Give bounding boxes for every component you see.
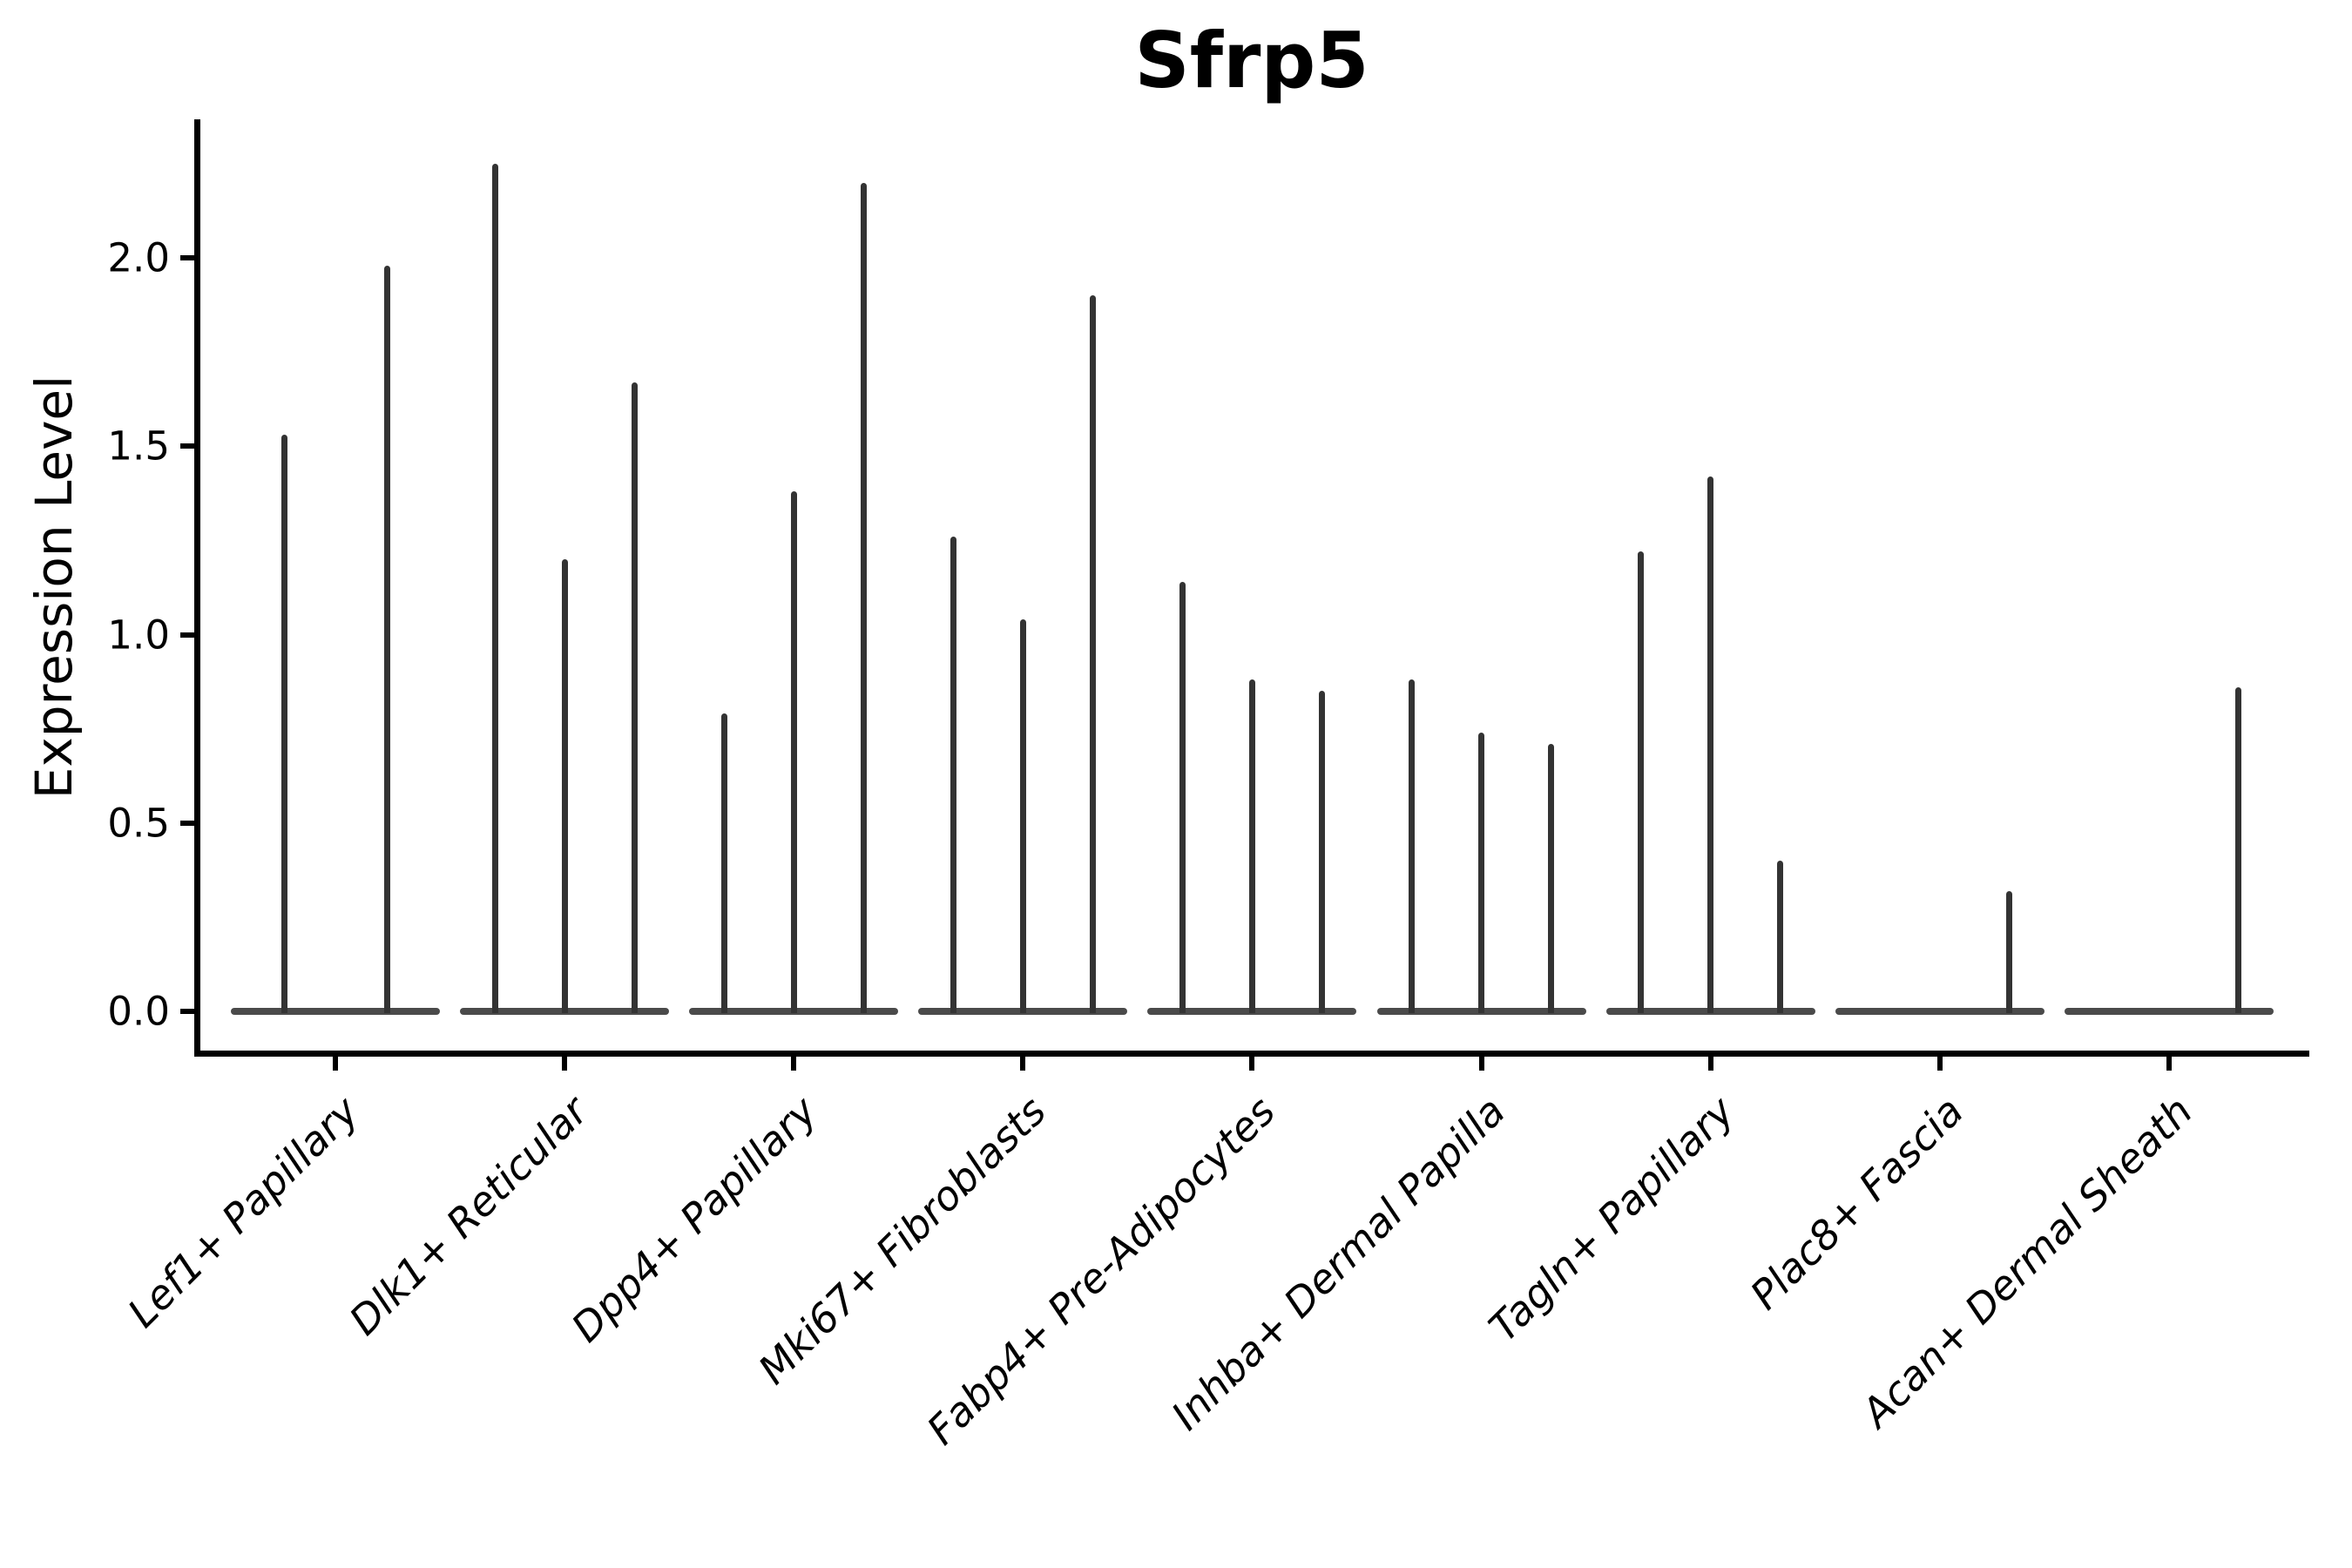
violin-baseline [1835,1008,2044,1015]
violin-spike [1089,295,1096,1013]
y-axis-label: Expression Level [24,375,84,800]
x-tick-mark [562,1057,568,1071]
x-tick-label: Dpp4+ Papillary [562,1087,827,1351]
chart-title: Sfrp5 [1134,16,1369,105]
violin-spike [1638,551,1645,1013]
violin-spike [720,713,727,1013]
x-tick-label: Lef1+ Papillary [118,1087,368,1337]
y-tick-label: 0.5 [107,800,170,847]
violin-spike [860,182,867,1013]
violin-spike [1019,619,1026,1013]
x-tick-mark [791,1057,797,1071]
violin-spike [1707,476,1714,1013]
x-tick-label: Plac8+ Fascia [1740,1087,1972,1319]
violin-spike [1409,679,1415,1013]
x-tick-mark [1707,1057,1713,1071]
violin-spike [1179,581,1186,1013]
x-tick-mark [1478,1057,1484,1071]
x-axis-spine [194,1051,2309,1057]
y-tick-label: 2.0 [107,234,170,281]
y-tick-mark [180,443,194,449]
violin-spike [1548,743,1554,1013]
y-tick-mark [180,1009,194,1014]
y-axis-spine [194,119,200,1057]
violin-spike [491,163,498,1013]
y-tick-label: 0.0 [107,988,170,1035]
x-tick-mark [1020,1057,1026,1071]
x-tick-mark [333,1057,338,1071]
y-tick-mark [180,820,194,826]
y-tick-mark [180,255,194,260]
violin-spike [1318,691,1325,1013]
violin-spike [383,265,390,1013]
violin-spike [1777,861,1784,1013]
y-tick-label: 1.0 [107,612,170,658]
violin-spike [2006,890,2013,1013]
violin-spike [790,491,797,1013]
violin-spike [2235,687,2242,1013]
violin-baseline [2064,1008,2274,1015]
violin-spike [1478,732,1484,1013]
violin-spike [950,537,956,1013]
violin-spike [561,559,568,1013]
violin-spike [1248,679,1255,1013]
x-tick-mark [1249,1057,1255,1071]
x-tick-mark [1936,1057,1943,1071]
x-tick-label: Tagln+ Papillary [1479,1087,1743,1351]
y-tick-label: 1.5 [107,422,170,470]
violin-baseline [231,1008,440,1015]
violin-spike [280,435,287,1013]
x-tick-mark [2166,1057,2172,1071]
violin-spike [631,382,638,1013]
x-tick-label: Dlk1+ Reticular [340,1087,598,1344]
y-tick-mark [180,632,194,638]
